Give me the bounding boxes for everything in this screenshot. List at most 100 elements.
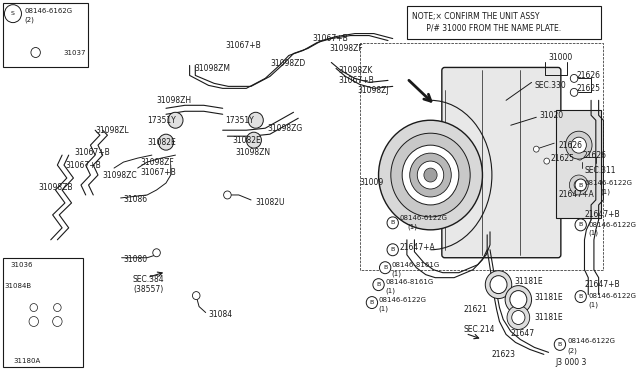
Circle shape: [410, 153, 451, 197]
Text: 31082U: 31082U: [256, 198, 285, 208]
Text: 31180A: 31180A: [13, 358, 41, 364]
Text: B: B: [579, 183, 583, 187]
Circle shape: [574, 180, 584, 190]
Text: (1): (1): [600, 189, 611, 195]
Circle shape: [485, 271, 512, 299]
Circle shape: [570, 175, 588, 195]
Text: 31009: 31009: [360, 177, 384, 186]
Circle shape: [575, 179, 586, 191]
Text: B: B: [390, 220, 395, 225]
Text: 31098ZF: 31098ZF: [330, 44, 363, 53]
Text: SEC.330: SEC.330: [534, 81, 566, 90]
Text: 31098ZJ: 31098ZJ: [358, 86, 389, 95]
Text: 21625: 21625: [550, 154, 575, 163]
Text: 31098ZK: 31098ZK: [339, 66, 373, 75]
Circle shape: [424, 168, 437, 182]
Text: 31181E: 31181E: [515, 277, 543, 286]
Text: 08146-6122G: 08146-6122G: [584, 180, 632, 186]
Text: S: S: [11, 11, 15, 16]
Text: 31067+B: 31067+B: [65, 161, 100, 170]
Circle shape: [366, 296, 378, 308]
Circle shape: [575, 291, 586, 302]
Circle shape: [490, 276, 507, 294]
Text: 31098ZD: 31098ZD: [270, 59, 305, 68]
Circle shape: [417, 161, 444, 189]
Text: 21647: 21647: [511, 329, 535, 338]
Circle shape: [512, 311, 525, 324]
Text: 31098ZL: 31098ZL: [95, 126, 129, 135]
Circle shape: [544, 158, 550, 164]
Text: 21623: 21623: [492, 350, 516, 359]
Circle shape: [387, 244, 398, 256]
Text: 31181E: 31181E: [534, 313, 563, 322]
Text: B: B: [579, 222, 583, 227]
Circle shape: [534, 146, 539, 152]
Circle shape: [570, 74, 578, 82]
Text: B: B: [370, 300, 374, 305]
Circle shape: [30, 304, 38, 311]
Text: 31067+B: 31067+B: [74, 148, 110, 157]
Bar: [3, 258, 83, 367]
Text: 08146-6122G: 08146-6122G: [568, 339, 616, 344]
Circle shape: [4, 5, 22, 23]
Circle shape: [378, 120, 483, 230]
Text: 31067+B: 31067+B: [225, 41, 261, 50]
Text: (1): (1): [392, 270, 402, 277]
Text: J3 000 3: J3 000 3: [555, 358, 586, 367]
Text: 31098ZG: 31098ZG: [267, 124, 302, 133]
Text: 31082E: 31082E: [232, 136, 261, 145]
Circle shape: [554, 339, 566, 350]
Circle shape: [54, 304, 61, 311]
Text: 31082E: 31082E: [147, 138, 176, 147]
Text: 31067+B: 31067+B: [312, 34, 348, 43]
Text: 31098ZH: 31098ZH: [157, 96, 192, 105]
Text: 08146-6162G: 08146-6162G: [24, 8, 72, 14]
Circle shape: [168, 112, 183, 128]
Text: 31084: 31084: [209, 310, 232, 319]
Circle shape: [572, 137, 586, 153]
Text: P/# 31000 FROM THE NAME PLATE.: P/# 31000 FROM THE NAME PLATE.: [412, 23, 561, 32]
Text: (2): (2): [568, 347, 577, 354]
Bar: [3, 3, 88, 67]
Circle shape: [31, 48, 40, 58]
Circle shape: [510, 291, 527, 308]
Text: SEC.384: SEC.384: [133, 275, 164, 284]
Circle shape: [570, 89, 578, 96]
Circle shape: [380, 262, 391, 274]
Circle shape: [153, 249, 161, 257]
Text: 31086: 31086: [124, 195, 148, 205]
Circle shape: [577, 154, 582, 160]
Text: 08146-8161G: 08146-8161G: [385, 279, 433, 285]
Circle shape: [505, 286, 532, 314]
Text: (2): (2): [24, 16, 34, 23]
Circle shape: [507, 305, 530, 330]
Text: 31098ZF: 31098ZF: [141, 158, 174, 167]
Text: 31037: 31037: [63, 49, 86, 55]
Text: 31084B: 31084B: [4, 283, 31, 289]
Text: B: B: [376, 282, 381, 287]
Circle shape: [29, 317, 38, 327]
Text: 21647+B: 21647+B: [584, 280, 620, 289]
Text: B: B: [558, 342, 562, 347]
Text: B: B: [579, 294, 583, 299]
Text: 31020: 31020: [539, 111, 563, 120]
Text: NOTE;× CONFIRM THE UNIT ASSY: NOTE;× CONFIRM THE UNIT ASSY: [412, 12, 539, 21]
Text: (1): (1): [385, 287, 395, 294]
Text: 21626: 21626: [558, 141, 582, 150]
Text: 17351Y: 17351Y: [225, 116, 254, 125]
Circle shape: [248, 112, 263, 128]
Text: 31098ZN: 31098ZN: [235, 148, 270, 157]
Text: 21647+B: 21647+B: [584, 211, 620, 219]
Text: 31098ZB: 31098ZB: [38, 183, 73, 192]
Circle shape: [391, 133, 470, 217]
Text: (1): (1): [407, 224, 417, 230]
Text: 31080: 31080: [124, 255, 148, 264]
Text: 21626: 21626: [577, 71, 601, 80]
Text: (1): (1): [588, 301, 598, 308]
Circle shape: [193, 292, 200, 299]
Circle shape: [223, 191, 231, 199]
Text: (38557): (38557): [133, 285, 163, 294]
Text: (1): (1): [588, 230, 598, 236]
Text: 21647+A: 21647+A: [399, 243, 435, 252]
Text: 21647+A: 21647+A: [558, 190, 594, 199]
